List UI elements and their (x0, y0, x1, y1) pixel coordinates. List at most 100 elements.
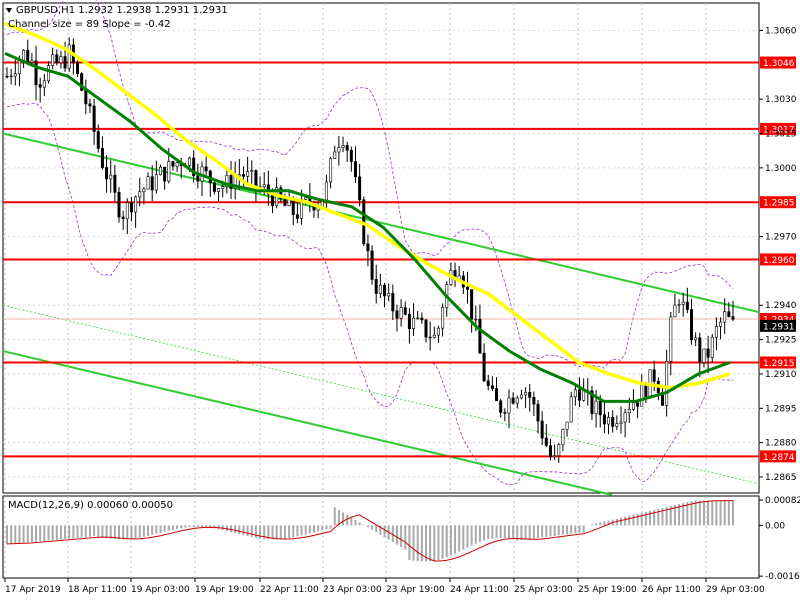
candle-body (125, 202, 129, 220)
candle-body (478, 318, 482, 354)
candle-body (690, 309, 694, 341)
candle-body (142, 188, 146, 193)
candle-body (644, 384, 648, 399)
price-tick-label: 1.3015 (765, 130, 797, 140)
time-tick-label: 23 Apr 19:00 (386, 585, 445, 595)
candle-body (565, 421, 569, 430)
candle-body (470, 289, 474, 320)
candle-body (519, 394, 523, 399)
candle-body (441, 307, 445, 329)
channel-upper-line (2, 132, 760, 314)
candle-body (727, 311, 731, 318)
time-tick-label: 17 Apr 2019 (5, 585, 61, 595)
macd-tick-label: 0.00082 (765, 496, 800, 506)
candlesticks (5, 37, 735, 463)
macd-tick-label: 0.00 (765, 521, 785, 531)
macd-plot-frame (2, 495, 760, 579)
channel-info: Channel size = 89 Slope = -0.42 (8, 19, 171, 30)
candle-body (569, 396, 573, 423)
candle-body (329, 158, 333, 183)
candle-body (5, 75, 9, 78)
candle-body (333, 151, 337, 159)
candle-body (67, 44, 71, 69)
regression-channel (2, 132, 760, 496)
ma-fast-line (4, 21, 731, 390)
candle-body (731, 316, 735, 320)
support-resistance-levels: 1.3046 1.3017 1.2985 1.2960 1.2915 1.2874 1.29… (3, 56, 796, 463)
candle-body (640, 384, 644, 407)
candle-body (428, 336, 432, 339)
candle-body (22, 50, 26, 61)
candle-body (669, 316, 673, 362)
candle-body (246, 171, 250, 177)
candle-body (250, 170, 254, 172)
candle-body (345, 145, 349, 151)
candle-body (175, 162, 179, 167)
level-label: 1.3046 (763, 59, 795, 69)
candle-body (26, 50, 30, 63)
price-tick-label: 1.2970 (765, 233, 797, 243)
candle-body (100, 148, 104, 168)
candle-body (84, 90, 88, 105)
candle-body (17, 59, 21, 75)
candle-body (420, 317, 424, 321)
candle-body (383, 284, 387, 297)
candle-body (403, 307, 407, 315)
candle-body (652, 369, 656, 382)
candle-body (561, 429, 565, 446)
candle-body (619, 421, 623, 425)
macd-tick-label: -0.00164 (765, 572, 800, 582)
candle-body (42, 80, 46, 88)
candle-body (212, 182, 216, 192)
macd-indicator (6, 500, 734, 562)
level-label: 1.2960 (763, 256, 795, 266)
candle-body (9, 75, 13, 78)
candle-body (482, 352, 486, 382)
candle-body (80, 73, 84, 91)
candle-body (366, 243, 370, 252)
price-tick-label: 1.2895 (765, 404, 797, 414)
candle-body (723, 311, 727, 323)
candle-body (714, 326, 718, 338)
candle-body (105, 167, 109, 180)
moving-averages (4, 21, 731, 403)
candle-body (387, 293, 391, 297)
level-tag (760, 450, 796, 463)
candle-body (254, 170, 258, 188)
price-tick-label: 1.3060 (765, 26, 797, 36)
price-axis: 1.3060 1.3030 1.3015 1.3000 1.2970 1.2940 1.29… (759, 26, 797, 483)
level-tag (760, 356, 796, 369)
time-tick-label: 25 Apr 19:00 (578, 585, 637, 595)
candle-body (117, 192, 121, 218)
time-tick-label: 19 Apr 19:00 (195, 585, 254, 595)
candle-body (163, 166, 167, 182)
candle-body (528, 391, 532, 398)
candle-body (63, 56, 67, 69)
time-axis: 17 Apr 2019 18 Apr 11:00 19 Apr 03:00 19 Ap… (4, 578, 765, 595)
candle-body (399, 307, 403, 319)
candle-body (395, 310, 399, 319)
candle-body (138, 191, 142, 198)
candle-body (407, 313, 411, 329)
candle-body (602, 414, 606, 425)
candle-body (134, 196, 138, 213)
candle-body (154, 174, 158, 191)
ma-slow-line (4, 52, 731, 403)
macd-signal-line (6, 500, 733, 562)
bollinger-bands (6, 0, 734, 486)
candle-body (113, 174, 117, 193)
price-tick-label: 1.2925 (765, 336, 797, 346)
candle-body (287, 198, 291, 207)
candle-body (594, 400, 598, 415)
candle-body (532, 396, 536, 405)
candle-body (607, 417, 611, 425)
candle-body (486, 380, 490, 387)
candle-body (544, 437, 548, 446)
candle-body (217, 188, 221, 192)
price-tick-label: 1.3030 (765, 95, 797, 105)
candle-body (499, 400, 503, 413)
candle-body (511, 397, 515, 404)
time-tick-label: 22 Apr 11:00 (260, 585, 319, 595)
collapse-triangle-icon[interactable] (6, 8, 12, 13)
